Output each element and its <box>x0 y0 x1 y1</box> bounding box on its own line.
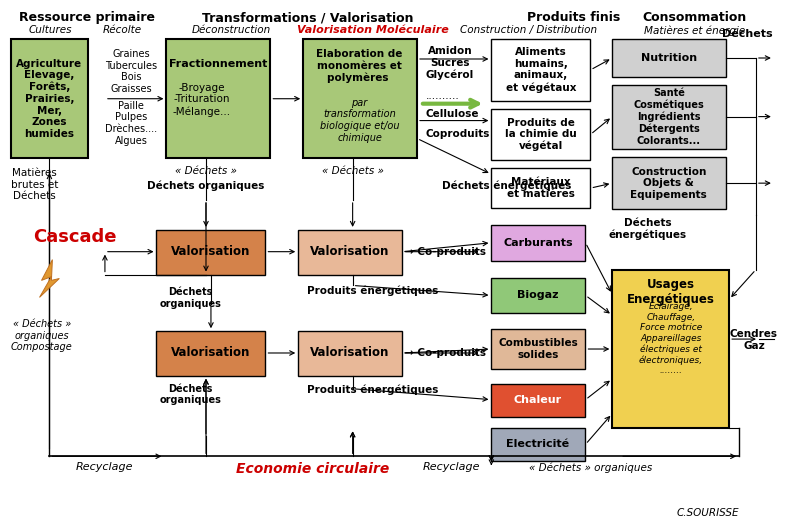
Text: Matières et énergie: Matières et énergie <box>644 25 745 35</box>
Bar <box>491 168 590 208</box>
Text: Eclairage,
Chauffage,
Force motrice
Appareillages
électriques et
électroniques,
: Eclairage, Chauffage, Force motrice Appa… <box>638 302 702 375</box>
Bar <box>298 230 402 275</box>
Text: Déchets organiques: Déchets organiques <box>147 180 265 191</box>
Text: « Déchets »
organiques
Compostage: « Déchets » organiques Compostage <box>11 319 73 352</box>
Bar <box>612 39 726 77</box>
Text: « Déchets »: « Déchets » <box>322 167 384 176</box>
Text: Fractionnement: Fractionnement <box>168 59 267 69</box>
Bar <box>612 269 729 429</box>
Bar <box>157 331 266 376</box>
Text: « Déchets » organiques: « Déchets » organiques <box>529 462 652 473</box>
Text: Déchets énergétiques: Déchets énergétiques <box>442 180 571 191</box>
Bar <box>612 157 726 209</box>
Text: Graines
Tubercules
Bois
Graisses: Graines Tubercules Bois Graisses <box>105 49 157 94</box>
Bar <box>491 39 590 101</box>
Text: Matériaux
et matières: Matériaux et matières <box>507 177 575 199</box>
Text: Aliments
humains,
animaux,
et végétaux: Aliments humains, animaux, et végétaux <box>505 47 576 92</box>
Text: Agriculture
Elevage,
Forêts,
Prairies,
Mer,
Zones
humides: Agriculture Elevage, Forêts, Prairies, M… <box>17 58 82 139</box>
Text: Valorisation: Valorisation <box>310 245 389 258</box>
Text: → Co-produits: → Co-produits <box>405 247 486 257</box>
Bar <box>303 39 417 158</box>
Text: Déchets
organiques: Déchets organiques <box>160 384 221 406</box>
Text: C.SOURISSE: C.SOURISSE <box>676 508 739 518</box>
Text: Cultures: Cultures <box>28 25 72 35</box>
Text: Produits énergétiques: Produits énergétiques <box>307 286 438 296</box>
Text: Biogaz: Biogaz <box>517 290 558 300</box>
Text: Valorisation: Valorisation <box>172 347 251 360</box>
Bar <box>491 278 585 313</box>
Text: Paille
Pulpes
Drèches....
Algues: Paille Pulpes Drèches.... Algues <box>105 101 157 146</box>
Text: Produits de
la chimie du
végétal: Produits de la chimie du végétal <box>505 117 577 151</box>
Text: Cellulose: Cellulose <box>426 109 479 118</box>
Bar <box>612 85 726 149</box>
Text: Récolte: Récolte <box>103 25 142 35</box>
Text: Cendres
Gaz: Cendres Gaz <box>730 329 778 351</box>
Text: Amidon
Sucres
Glycérol: Amidon Sucres Glycérol <box>426 46 475 80</box>
Text: Valorisation Moléculaire: Valorisation Moléculaire <box>297 25 448 35</box>
Text: Produits finis: Produits finis <box>527 11 620 25</box>
Bar <box>491 429 585 461</box>
Bar <box>491 384 585 417</box>
Text: Santé
Cosmétiques
Ingrédients
Détergents
Colorants...: Santé Cosmétiques Ingrédients Détergents… <box>634 88 704 146</box>
Bar <box>491 329 585 369</box>
Text: Coproduits: Coproduits <box>426 128 490 138</box>
Bar <box>491 109 590 160</box>
Text: Déchets
énergétiques: Déchets énergétiques <box>609 218 687 240</box>
Text: Matières
brutes et
Déchets: Matières brutes et Déchets <box>11 168 59 201</box>
Text: Transformations / Valorisation: Transformations / Valorisation <box>202 11 414 25</box>
Bar <box>166 39 271 158</box>
Text: ..........: .......... <box>426 91 460 101</box>
Bar <box>298 331 402 376</box>
Text: Elaboration de
monomères et
polymères: Elaboration de monomères et polymères <box>316 49 403 83</box>
Text: Construction / Distribution: Construction / Distribution <box>460 25 597 35</box>
Text: Nutrition: Nutrition <box>641 53 697 63</box>
Bar <box>11 39 88 158</box>
Text: Combustibles
solides: Combustibles solides <box>498 338 577 360</box>
Text: Déchets
organiques: Déchets organiques <box>160 288 221 309</box>
Text: Déconstruction: Déconstruction <box>192 25 271 35</box>
Text: Ressource primaire: Ressource primaire <box>19 11 155 25</box>
Text: par
transformation
biologique et/ou
chimique: par transformation biologique et/ou chim… <box>320 98 399 143</box>
Text: Economie circulaire: Economie circulaire <box>237 462 390 476</box>
Polygon shape <box>40 259 59 298</box>
Text: Chaleur: Chaleur <box>514 395 562 405</box>
Text: « Déchets »: « Déchets » <box>175 167 237 176</box>
Text: -Broyage
-Trituration
-Mélange...: -Broyage -Trituration -Mélange... <box>172 83 230 116</box>
Text: Usages
Energétiques: Usages Energétiques <box>626 278 714 305</box>
Text: Valorisation: Valorisation <box>310 347 389 360</box>
Text: Recyclage: Recyclage <box>423 462 480 472</box>
Text: Electricité: Electricité <box>506 440 570 449</box>
Text: Produits énergétiques: Produits énergétiques <box>307 385 438 395</box>
Text: Consommation: Consommation <box>642 11 747 25</box>
Bar <box>157 230 266 275</box>
Text: Carburants: Carburants <box>503 238 573 248</box>
Bar <box>491 225 585 260</box>
Text: Construction
Objets &
Equipements: Construction Objets & Equipements <box>630 167 707 200</box>
Text: → Co-produits: → Co-produits <box>405 348 486 358</box>
Text: Déchets: Déchets <box>721 29 772 39</box>
Text: Cascade: Cascade <box>33 228 117 246</box>
Text: Valorisation: Valorisation <box>172 245 251 258</box>
Text: Recyclage: Recyclage <box>76 462 134 472</box>
